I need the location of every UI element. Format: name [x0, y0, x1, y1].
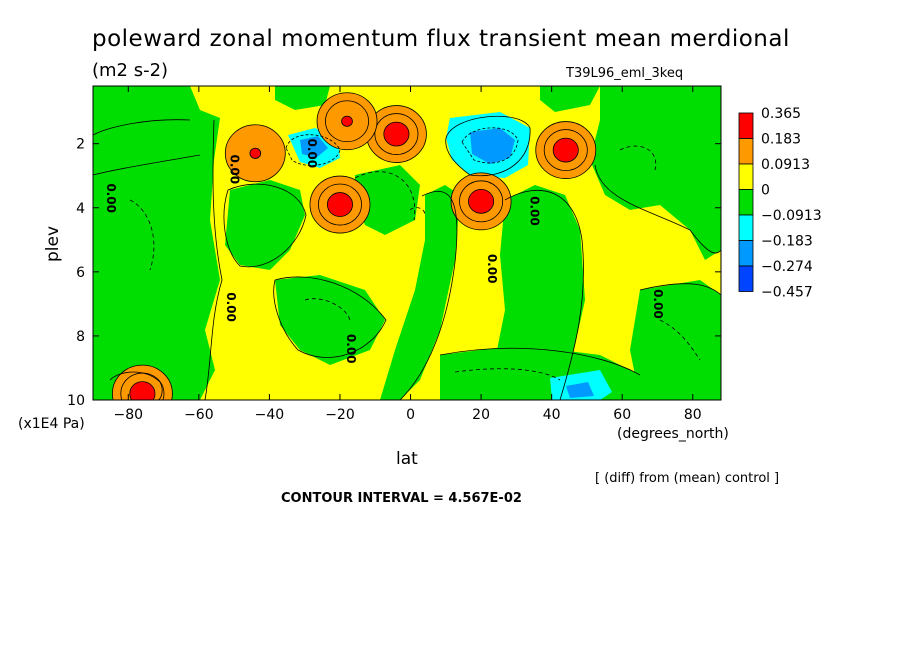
green-region: [275, 86, 330, 110]
green-region: [355, 165, 420, 235]
y-tick-label: 2: [76, 137, 85, 153]
blue-region: [566, 382, 594, 398]
legend-swatch: [738, 240, 754, 267]
maximum-contour: [341, 115, 353, 127]
contour-label: 0.00: [651, 289, 665, 319]
maximum-contour: [129, 381, 156, 400]
green-region: [630, 280, 721, 400]
contour-label: 0.00: [104, 183, 118, 213]
contour-label: 0.00: [228, 155, 242, 185]
legend-level-label: −0.274: [761, 259, 813, 275]
contour-line: [204, 119, 223, 400]
x-tick-label: 0: [406, 407, 415, 423]
x-tick-label: 40: [543, 407, 561, 423]
green-region: [380, 185, 460, 400]
contour-lines-layer: [93, 115, 721, 400]
chart-units: (m2 s-2): [92, 60, 168, 81]
contour-line: [445, 115, 531, 177]
green-region: [93, 86, 220, 400]
blue-region: [470, 128, 515, 164]
y-tick-label: 6: [76, 265, 85, 281]
x-tick-label: −20: [325, 407, 355, 423]
legend-level-label: −0.457: [761, 285, 813, 301]
x-axis-label: lat: [396, 449, 418, 469]
contour-line: [109, 371, 163, 400]
legend-level-label: 0.365: [761, 106, 801, 122]
contour-line: [273, 276, 387, 358]
maximum-contour: [383, 121, 410, 147]
x-tick-label: −80: [114, 407, 144, 423]
maximum-contour: [326, 192, 353, 217]
contour-labels-layer: 0.00 0.00 0.00 0.00 0.00 0.00 0.00 0.00: [104, 138, 665, 363]
y-axis-label: plev: [43, 226, 63, 262]
contour-label: 0.00: [344, 334, 358, 364]
contour-label: 0.00: [527, 196, 541, 226]
legend-level-label: 0.183: [761, 132, 801, 148]
contour-line: [223, 183, 307, 268]
contour-line: [659, 319, 701, 361]
run-label: T39L96_eml_3keq: [565, 66, 683, 81]
green-region: [225, 180, 305, 270]
legend-level-label: 0.0913: [761, 157, 810, 173]
contour-label: 0.00: [224, 292, 238, 322]
negative-region-layer: [93, 86, 721, 400]
maximum-contour: [552, 137, 579, 163]
contour-interval: CONTOUR INTERVAL = 4.567E-02: [281, 491, 522, 506]
plot-frame: [92, 85, 722, 401]
x-axis: −80 −60 −40 −20 0 20 40 60 80: [114, 86, 702, 423]
green-region: [590, 86, 721, 260]
contour-line: [93, 119, 191, 136]
green-region: [540, 86, 600, 112]
legend-swatch: [738, 189, 754, 216]
legend-swatch: [738, 214, 754, 241]
legend-level-label: 0: [761, 183, 770, 199]
positive-maxima-layer: [112, 92, 597, 400]
plot-area: 0.000.000.000.000.000.000.000.00 −80 −60−…: [67, 85, 722, 423]
legend-level-label: −0.183: [761, 234, 813, 250]
y-axis: 2 4 6 8 10: [67, 137, 721, 409]
x-tick-label: −40: [255, 407, 285, 423]
maximum-contour: [249, 147, 262, 159]
y-tick-label: 4: [76, 201, 85, 217]
contour-line: [439, 348, 641, 376]
maximum-contour: [468, 188, 495, 214]
legend-swatch: [738, 138, 754, 165]
legend-swatch: [738, 163, 754, 190]
x-tick-label: 60: [613, 407, 631, 423]
color-legend: 0.365 0.183 0.0913 0 −0.0913 −0.183 −0.274 −0.4…: [738, 106, 822, 301]
contour-line: [639, 283, 721, 296]
contour-line: [409, 207, 426, 216]
contour-label: 0.00: [485, 254, 499, 284]
diff-note: [ (diff) from (mean) control ]: [595, 471, 779, 486]
green-region: [93, 120, 200, 170]
y-axis-units: (x1E4 Pa): [18, 416, 85, 432]
contour-line: [399, 191, 458, 400]
y-tick-label: 10: [67, 393, 85, 409]
x-tick-label: −60: [184, 407, 214, 423]
x-axis-units: (degrees_north): [617, 426, 729, 442]
legend-swatch: [738, 112, 754, 139]
contour-line: [504, 189, 584, 400]
contour-line: [304, 298, 351, 321]
blue-region: [300, 136, 328, 158]
contour-line: [129, 199, 155, 271]
chart-title: poleward zonal momentum flux transient m…: [92, 26, 790, 52]
green-region: [275, 275, 385, 365]
contour-label: 0.00: [305, 138, 319, 168]
y-tick-label: 8: [76, 329, 85, 345]
legend-level-label: −0.0913: [761, 208, 822, 224]
contour-line: [594, 164, 721, 254]
legend-swatch: [738, 265, 754, 292]
x-tick-label: 20: [472, 407, 490, 423]
contour-line: [93, 154, 201, 176]
contour-line: [454, 368, 561, 381]
x-tick-label: 80: [684, 407, 702, 423]
